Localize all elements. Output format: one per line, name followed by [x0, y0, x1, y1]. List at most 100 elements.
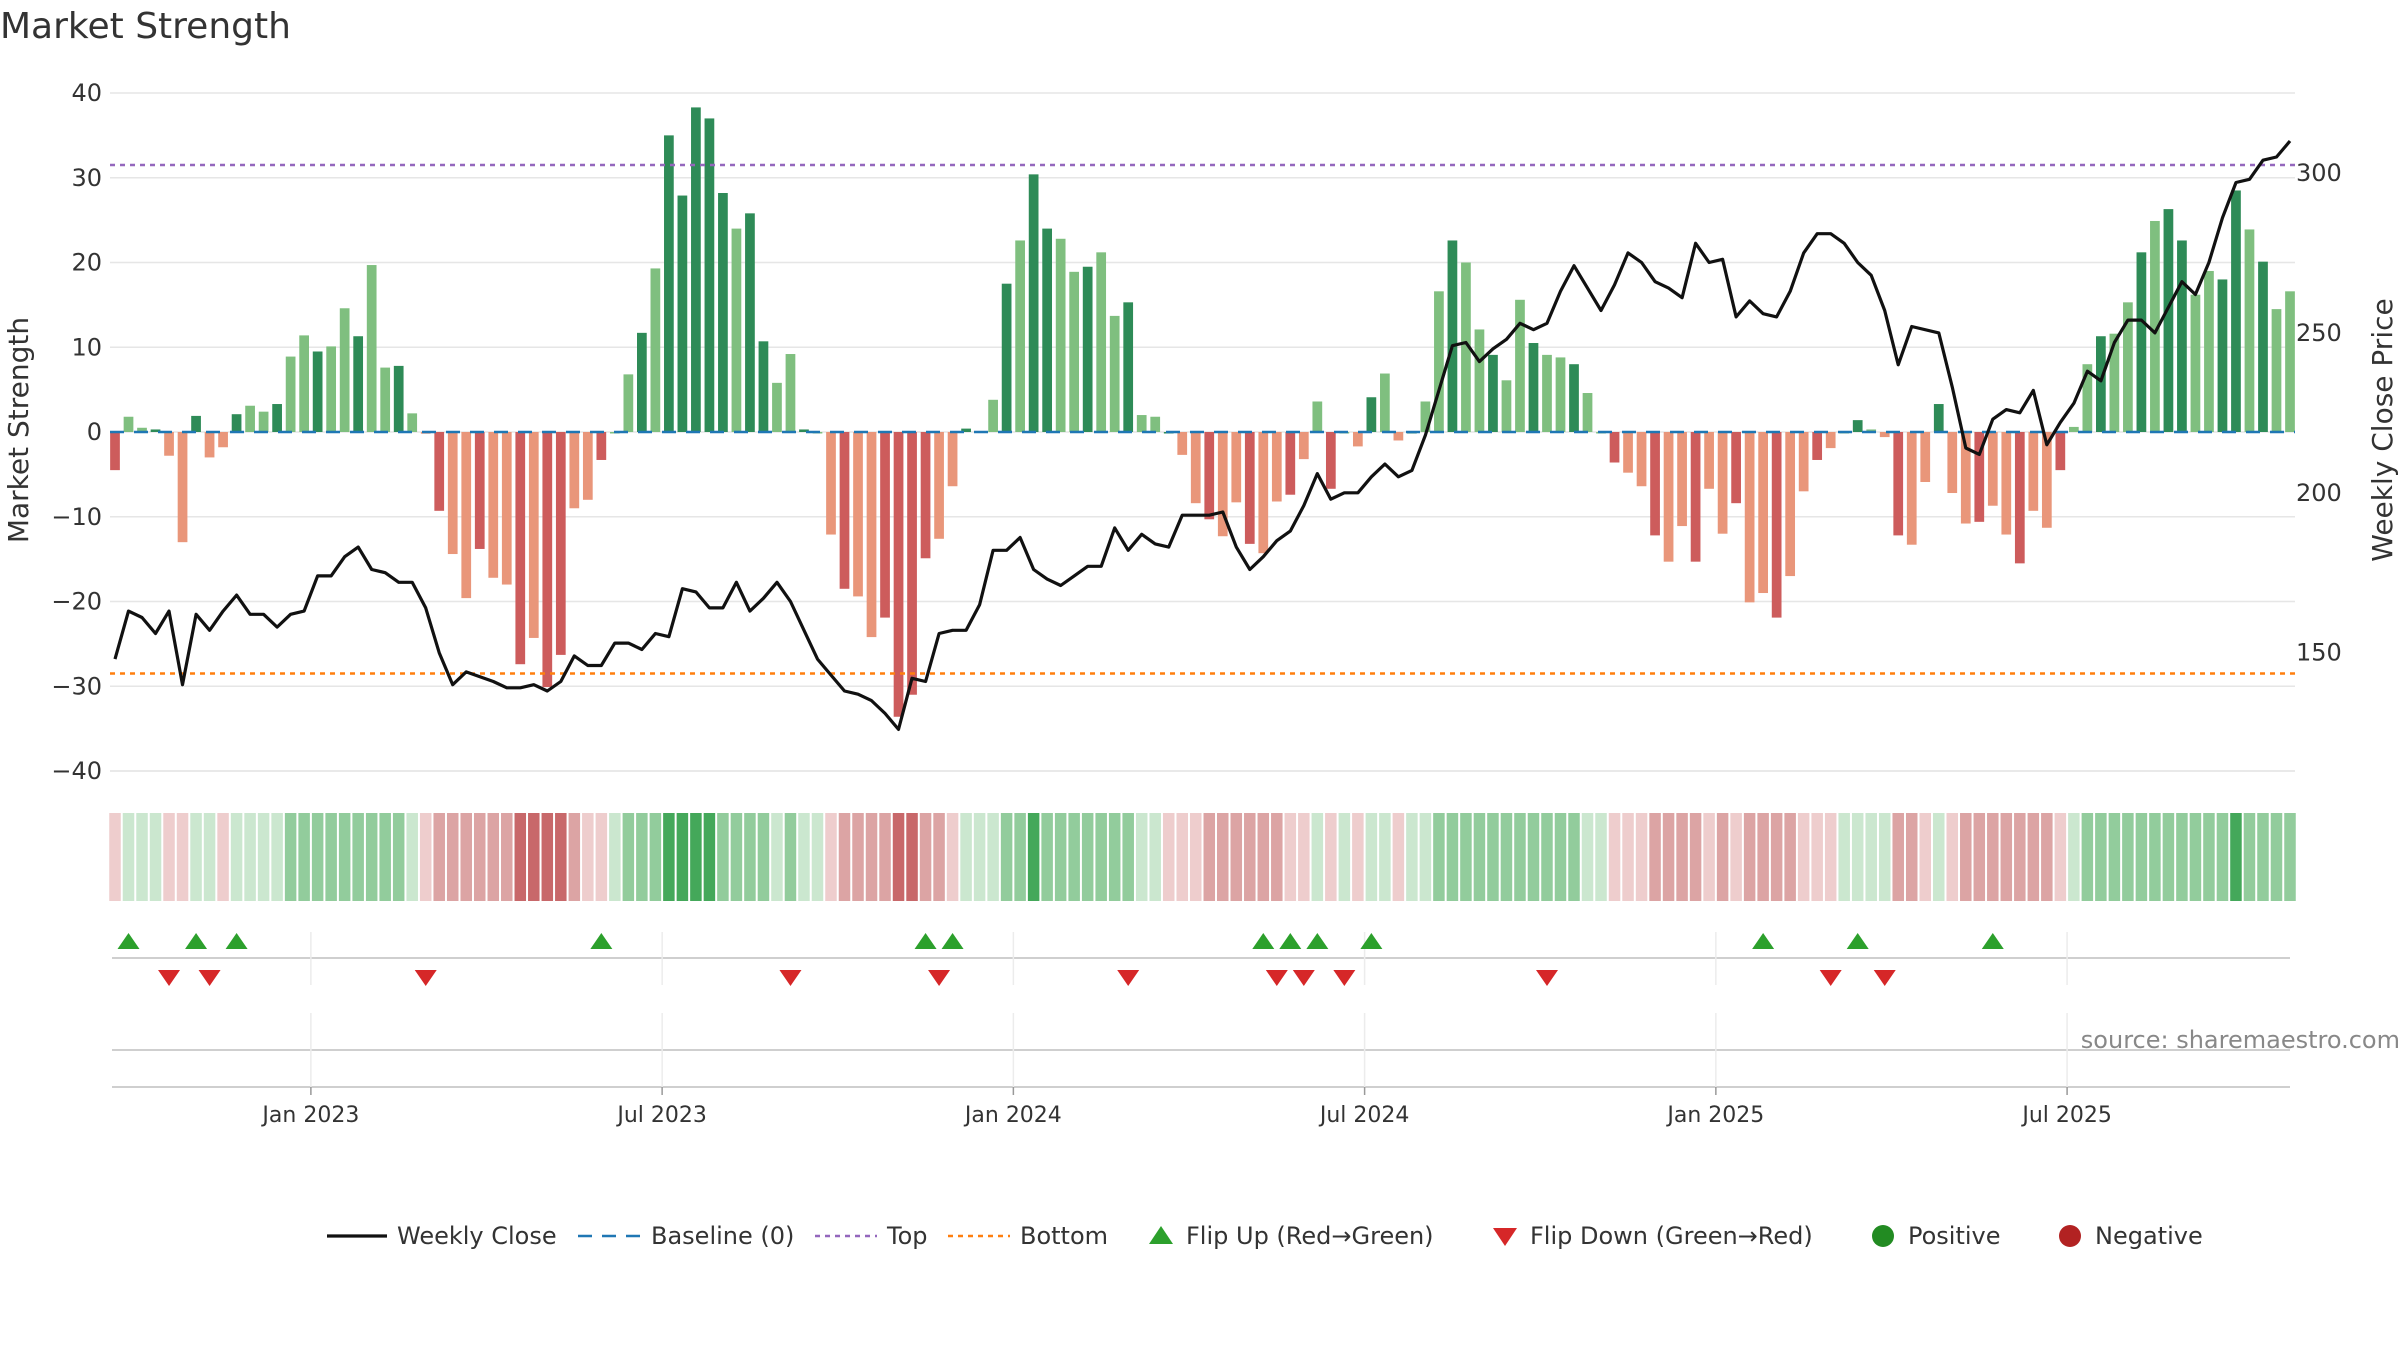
regime-cell: [271, 813, 283, 901]
right-tick-label: 150: [2296, 639, 2342, 667]
regime-cell: [555, 813, 567, 901]
strength-bar: [1717, 432, 1728, 534]
regime-cell: [784, 813, 797, 901]
regime-cell: [865, 813, 878, 901]
strength-bar: [2055, 432, 2066, 471]
regime-cell: [1473, 813, 1486, 901]
regime-cell: [1446, 813, 1459, 901]
strength-bar: [2217, 279, 2228, 432]
regime-cell: [1433, 813, 1445, 901]
strength-bar: [2109, 333, 2120, 432]
strength-bar: [1812, 432, 1823, 460]
strength-bar: [285, 356, 296, 432]
reference-lines: [110, 163, 2295, 675]
strength-bar: [312, 351, 323, 432]
regime-cell: [379, 813, 391, 901]
regime-cell: [730, 813, 743, 901]
regime-cell: [973, 813, 986, 901]
strength-bar: [1555, 357, 1566, 432]
strength-bar: [1690, 432, 1701, 562]
regime-cell: [1554, 813, 1567, 901]
strength-bar: [1528, 343, 1539, 432]
regime-cell: [1676, 813, 1688, 901]
left-tick-label: −40: [51, 757, 102, 785]
strength-bar: [853, 432, 863, 597]
regime-cell: [446, 813, 459, 901]
regime-cell: [1419, 813, 1432, 901]
strength-bar: [1055, 238, 1066, 432]
regime-cell: [798, 813, 810, 901]
legend-flip-up-icon: [1149, 1226, 1173, 1244]
x-tick-label: Jul 2023: [615, 1103, 707, 1128]
strength-bar: [2285, 291, 2295, 432]
strength-bar: [555, 432, 566, 655]
legend-negative-icon: [2059, 1225, 2081, 1247]
strength-bar: [488, 432, 499, 578]
strength-bar: [299, 335, 309, 432]
regime-cell: [1392, 813, 1405, 901]
strength-bar: [988, 399, 998, 432]
strength-bar: [528, 432, 539, 638]
regime-cell: [325, 813, 337, 901]
regime-cell: [1054, 813, 1067, 901]
left-tick-label: 20: [71, 249, 102, 277]
regime-cell: [2203, 813, 2215, 901]
x-axis-ticks: Jan 2023 Jul 2023 Jan 2024 Jul 2024 Jan 2025…: [260, 1087, 2112, 1128]
regime-cell: [244, 813, 256, 901]
flip-up-marker: [941, 933, 964, 949]
regime-cell: [1838, 813, 1850, 901]
strength-bar: [123, 416, 134, 432]
regime-cell: [2108, 813, 2121, 901]
regime-cell: [487, 813, 500, 901]
flip-up-marker: [1279, 933, 1302, 949]
regime-cell: [365, 813, 378, 901]
legend: Weekly Close Baseline (0) Top Bottom Flip Up…: [327, 1222, 2203, 1250]
regime-cell: [1081, 813, 1094, 901]
regime-cell: [2081, 813, 2094, 901]
regime-cell: [122, 813, 135, 901]
strength-bar: [1609, 432, 1620, 463]
left-tick-label: 0: [87, 418, 102, 446]
regime-cell: [1851, 813, 1864, 901]
right-axis-label: Weekly Close Price: [2366, 298, 2399, 561]
strength-bar: [961, 428, 971, 432]
regime-cell: [1811, 813, 1823, 901]
strength-bar: [826, 432, 836, 535]
regime-cell: [2176, 813, 2188, 901]
regime-cell: [163, 813, 175, 901]
strength-bar: [1677, 432, 1687, 527]
regime-cell: [1662, 813, 1675, 901]
strength-bar: [1204, 432, 1215, 520]
weekly-close-series: [113, 139, 2292, 732]
strength-bars: [110, 107, 2295, 717]
flip-up-marker: [1306, 933, 1329, 949]
regime-cell: [1027, 813, 1040, 901]
strength-bar: [1177, 432, 1188, 455]
regime-cell: [2068, 813, 2080, 901]
x-tick-label: Jan 2023: [260, 1103, 359, 1128]
regime-cell: [2162, 813, 2175, 901]
regime-cell: [946, 813, 959, 901]
flip-down-marker: [1292, 970, 1315, 986]
regime-cell: [879, 813, 891, 901]
strength-bar: [1960, 432, 1971, 524]
regime-cell: [1379, 813, 1391, 901]
strength-bar: [2028, 432, 2039, 511]
regime-cell: [1176, 813, 1188, 901]
right-y-ticks: 300 250 200 150: [2296, 159, 2342, 667]
left-tick-label: −20: [51, 588, 102, 616]
x-tick-label: Jul 2025: [2020, 1103, 2112, 1128]
regime-cell: [1284, 813, 1297, 901]
legend-label: Flip Down (Green→Red): [1530, 1222, 1813, 1250]
regime-cell: [1743, 813, 1756, 901]
strength-bar: [2271, 309, 2282, 432]
strength-bar: [1217, 432, 1228, 537]
strength-bar: [1798, 432, 1809, 492]
regime-cell: [392, 813, 405, 901]
strength-bar: [1906, 432, 1917, 545]
legend-label: Negative: [2095, 1222, 2203, 1250]
regime-cell: [1108, 813, 1121, 901]
strength-bar: [1096, 252, 1107, 432]
flip-up-marker: [1846, 933, 1869, 949]
